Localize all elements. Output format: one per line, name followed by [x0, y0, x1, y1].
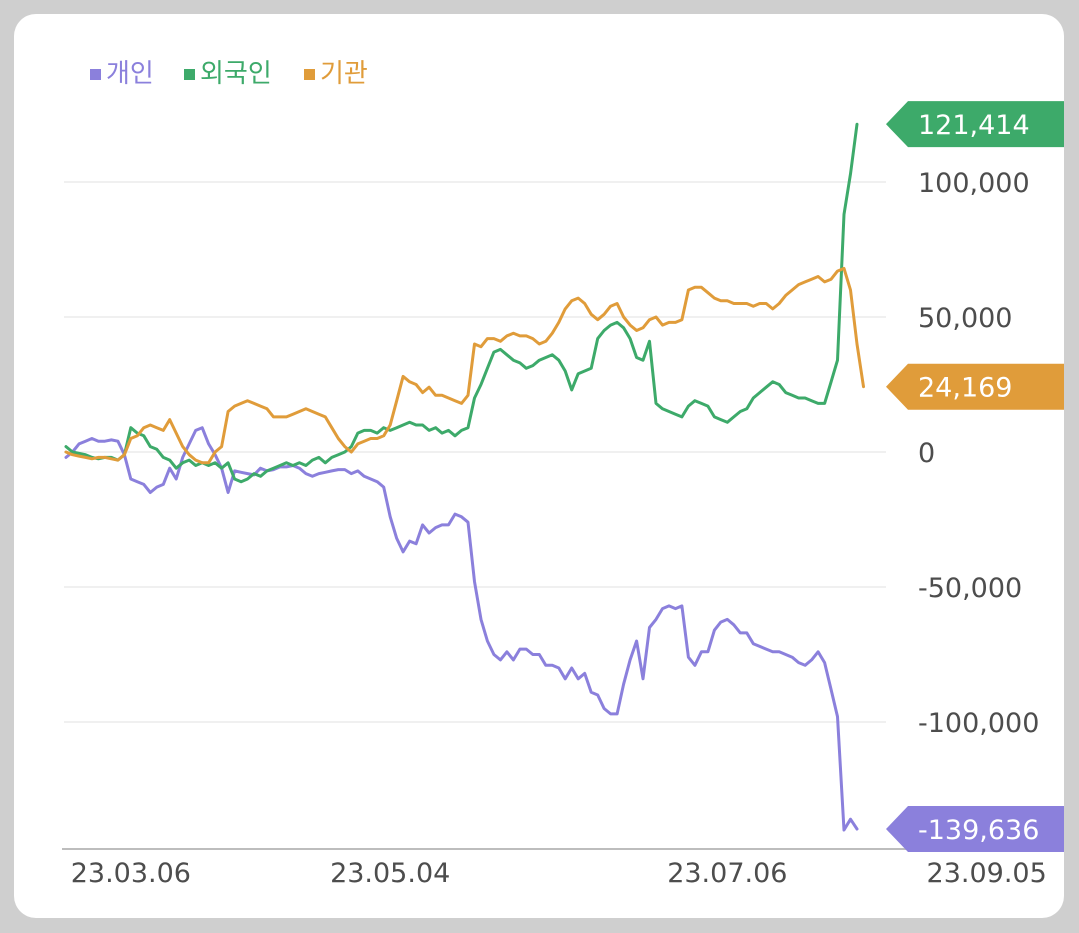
legend-item-2: 기관 — [304, 59, 368, 89]
legend-item-0: 개인 — [90, 59, 154, 89]
y-axis-ticks: 100,000 50,000 0 -50,000 -100,000 — [918, 168, 1039, 739]
tag-value: -139,636 — [918, 815, 1039, 846]
x-axis-ticks: 23.03.06 23.05.04 23.07.06 23.09.05 — [71, 858, 1047, 889]
x-tick-label: 23.05.04 — [330, 858, 450, 889]
legend-swatch — [90, 69, 101, 80]
last-value-tag-0: -139,636 — [886, 806, 1064, 853]
tag-shape — [886, 806, 1064, 853]
tag-shape — [886, 363, 1064, 410]
legend-label: 개인 — [106, 59, 154, 89]
legend-label: 외국인 — [200, 59, 272, 89]
series-lines — [64, 122, 865, 832]
series-line-1 — [64, 122, 859, 484]
series-line-0 — [64, 426, 859, 832]
y-tick-label: -50,000 — [918, 573, 1022, 604]
legend: 개인 외국인 기관 — [90, 59, 368, 89]
y-tick-label: 0 — [918, 438, 935, 469]
series-line-2 — [64, 266, 865, 465]
last-value-tag-2: 24,169 — [886, 363, 1064, 410]
chart-card: 100,000 50,000 0 -50,000 -100,000 23.03.06 23… — [14, 14, 1064, 918]
last-value-tags: -139,636 121,414 24,169 — [886, 101, 1064, 853]
grid-lines — [62, 181, 1064, 850]
tag-value: 24,169 — [918, 373, 1012, 404]
legend-label: 기관 — [320, 59, 368, 89]
last-value-tag-1: 121,414 — [886, 101, 1064, 148]
x-tick-label: 23.03.06 — [71, 858, 191, 889]
y-tick-label: 50,000 — [918, 303, 1012, 334]
tag-shape — [886, 101, 1064, 148]
legend-swatch — [304, 69, 315, 80]
x-tick-label: 23.09.05 — [927, 858, 1047, 889]
y-tick-label: -100,000 — [918, 708, 1039, 739]
legend-item-1: 외국인 — [184, 59, 272, 89]
y-tick-label: 100,000 — [918, 168, 1030, 199]
tag-value: 121,414 — [918, 110, 1030, 141]
x-tick-label: 23.07.06 — [667, 858, 787, 889]
legend-swatch — [184, 69, 195, 80]
